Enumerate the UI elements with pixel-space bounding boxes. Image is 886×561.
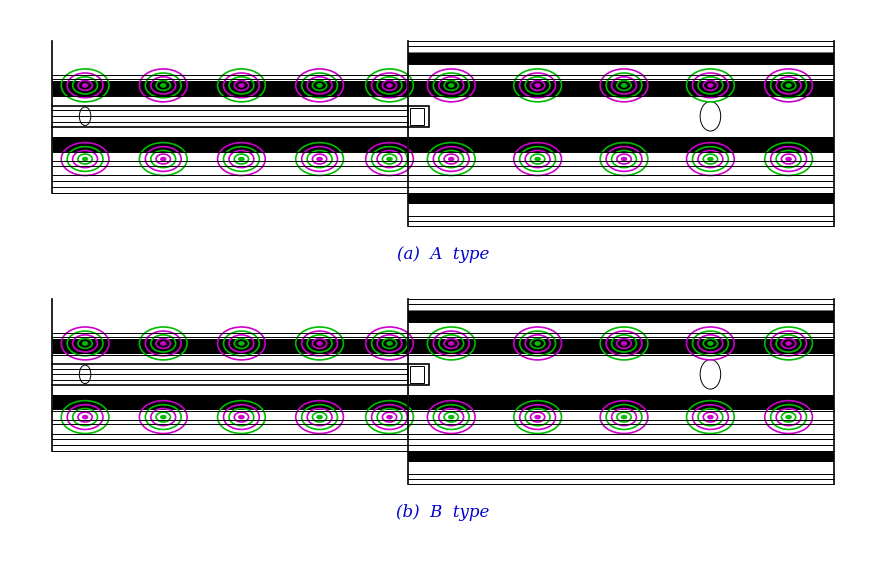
Bar (410, 108, 424, 125)
Bar (408, 364, 429, 385)
Bar (408, 395, 834, 410)
Ellipse shape (160, 415, 166, 419)
Ellipse shape (316, 84, 323, 88)
Ellipse shape (316, 342, 323, 346)
Ellipse shape (82, 157, 88, 161)
Ellipse shape (700, 102, 720, 131)
Bar (408, 193, 834, 204)
Ellipse shape (535, 157, 540, 161)
Bar (410, 366, 424, 383)
Bar (52, 137, 408, 151)
Ellipse shape (238, 157, 245, 161)
Ellipse shape (621, 415, 627, 419)
Ellipse shape (786, 342, 791, 346)
Ellipse shape (386, 157, 392, 161)
Ellipse shape (448, 157, 455, 161)
Bar (52, 339, 408, 354)
Ellipse shape (708, 342, 713, 346)
Ellipse shape (535, 342, 540, 346)
Ellipse shape (786, 415, 791, 419)
Bar (408, 339, 834, 354)
Ellipse shape (786, 157, 791, 161)
Bar (408, 310, 834, 321)
Ellipse shape (621, 157, 627, 161)
Ellipse shape (386, 342, 392, 346)
Bar (408, 451, 834, 462)
Ellipse shape (700, 360, 720, 389)
Ellipse shape (786, 84, 791, 88)
Ellipse shape (82, 342, 88, 346)
Ellipse shape (448, 342, 455, 346)
Ellipse shape (80, 365, 91, 384)
Bar (52, 81, 408, 96)
Text: (a)  A  type: (a) A type (397, 246, 489, 263)
Bar (408, 52, 834, 63)
Ellipse shape (386, 84, 392, 88)
Ellipse shape (82, 415, 88, 419)
Bar (52, 79, 408, 167)
Ellipse shape (448, 84, 455, 88)
Ellipse shape (535, 84, 540, 88)
Bar (52, 395, 408, 410)
Ellipse shape (708, 157, 713, 161)
Ellipse shape (160, 157, 166, 161)
Ellipse shape (386, 415, 392, 419)
Ellipse shape (316, 157, 323, 161)
Ellipse shape (238, 415, 245, 419)
Ellipse shape (535, 415, 540, 419)
Ellipse shape (621, 84, 627, 88)
Ellipse shape (708, 84, 713, 88)
Ellipse shape (238, 342, 245, 346)
Ellipse shape (238, 84, 245, 88)
Ellipse shape (80, 107, 91, 126)
Ellipse shape (160, 84, 166, 88)
Ellipse shape (316, 415, 323, 419)
Text: (b)  B  type: (b) B type (396, 504, 490, 521)
Bar (408, 81, 834, 96)
Bar (408, 105, 429, 127)
Ellipse shape (708, 415, 713, 419)
Ellipse shape (621, 342, 627, 346)
Ellipse shape (82, 84, 88, 88)
Ellipse shape (448, 415, 455, 419)
Bar (52, 337, 408, 425)
Bar (408, 137, 834, 151)
Ellipse shape (160, 342, 166, 346)
